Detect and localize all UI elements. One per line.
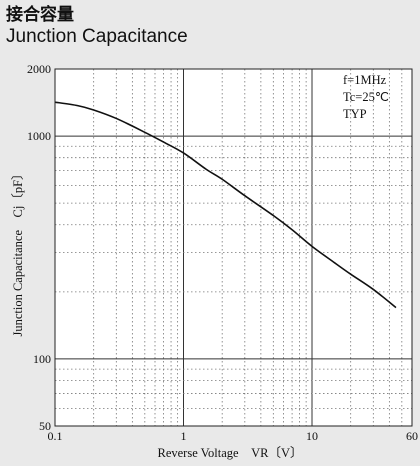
grid [55, 69, 412, 426]
y-tick-label: 2000 [27, 62, 51, 76]
annotation-temperature: Tc=25℃ [343, 90, 389, 104]
y-tick-label: 1000 [27, 129, 51, 143]
x-axis-label: Reverse Voltage VR〔V〕 [157, 446, 302, 460]
plot-frame [54, 68, 413, 427]
plot-area [55, 69, 412, 426]
chart-title-japanese: 接合容量 [6, 5, 74, 25]
chart-title-english: Junction Capacitance [6, 26, 188, 47]
x-tick-label: 60 [406, 429, 418, 443]
tick-labels: 0.1 1 10 60 50 100 1000 2000 [27, 62, 418, 443]
chart-title-block: 接合容量 Junction Capacitance [6, 4, 188, 48]
y-tick-label: 100 [33, 352, 51, 366]
x-tick-label: 0.1 [48, 429, 63, 443]
annotation-frequency: f=1MHz [343, 73, 387, 87]
y-axis-label: Junction Capacitance Cj〔pF〕 [11, 167, 25, 336]
x-tick-label: 10 [306, 429, 318, 443]
capacitance-curve [54, 101, 397, 309]
annotation-typ: TYP [343, 107, 367, 121]
y-tick-label: 50 [39, 419, 51, 433]
x-tick-label: 1 [181, 429, 187, 443]
